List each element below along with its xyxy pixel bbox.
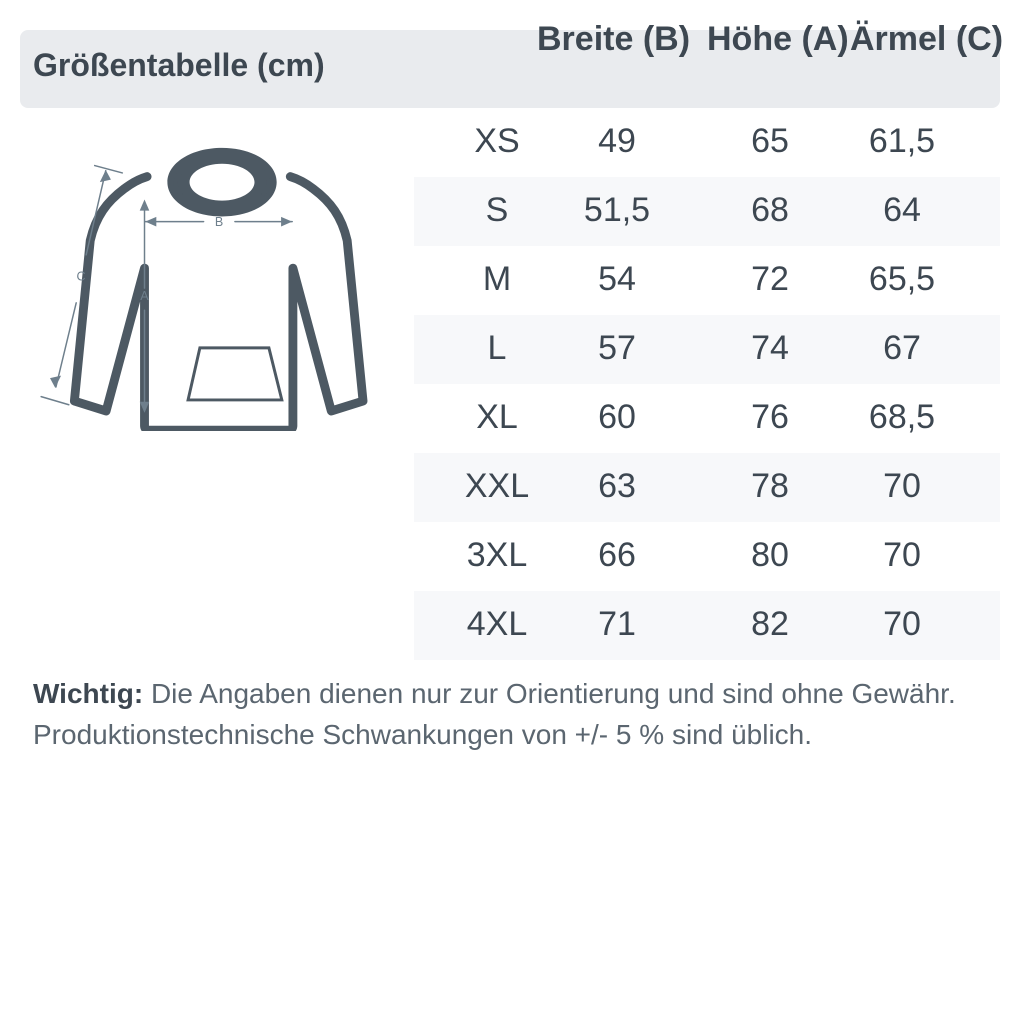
svg-text:C: C — [76, 270, 85, 284]
svg-text:B: B — [215, 215, 223, 229]
svg-text:A: A — [140, 289, 149, 303]
